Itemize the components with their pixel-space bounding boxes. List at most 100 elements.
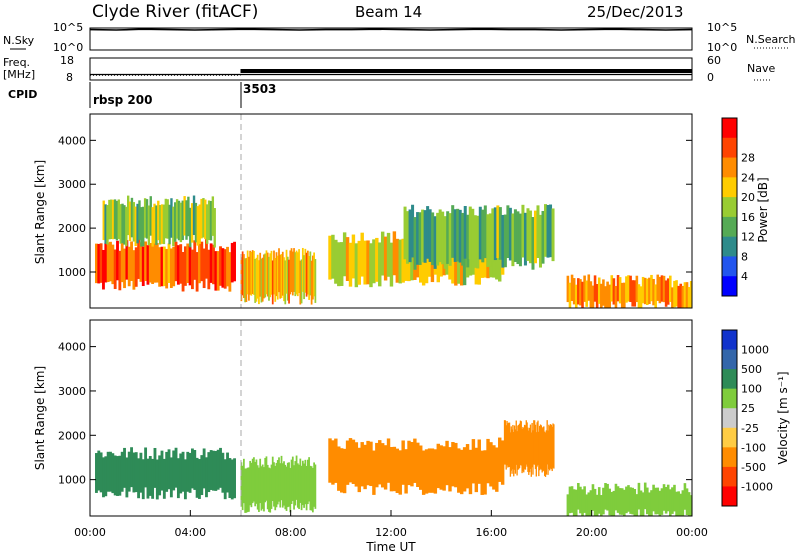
velocity-echo-cell <box>542 426 544 472</box>
velocity-echo-cell <box>167 449 171 490</box>
power-echo-cell <box>386 232 391 277</box>
cpid-segment-1: rbsp 200 <box>93 93 152 107</box>
power-echo-cell <box>306 250 309 295</box>
velocity-colorbar-tick: -1000 <box>741 480 773 493</box>
velocity-echo-cell <box>104 456 108 497</box>
power-echo-cell <box>476 215 480 269</box>
beam-label: Beam 14 <box>355 3 422 21</box>
power-echo-cell <box>250 251 253 296</box>
power-echo-cell <box>526 208 530 261</box>
velocity-echo-cell <box>174 447 178 488</box>
power-echo-cell <box>308 256 310 300</box>
velocity-echo-cell <box>380 443 385 488</box>
power-echo-cell <box>679 283 683 308</box>
power-echo-cell <box>207 249 211 290</box>
velocity-colorbar-swatch <box>722 486 737 507</box>
velocity-echo-cell <box>265 456 268 501</box>
nave-line-segment-2 <box>240 69 692 73</box>
power-echo-cell <box>369 243 373 288</box>
power-echo-cell <box>508 207 512 261</box>
power-echo-cell <box>641 276 645 304</box>
power-echo-cell <box>616 275 620 302</box>
velocity-echo-cell <box>193 450 197 490</box>
power-echo-cell <box>572 278 576 305</box>
velocity-echo-cell <box>527 427 529 472</box>
velocity-echo-cell <box>522 426 524 472</box>
power-echo-cell <box>643 277 647 305</box>
velocity-echo-cell <box>504 420 507 465</box>
velocity-echo-cell <box>266 464 269 510</box>
power-echo-cell <box>186 243 190 284</box>
power-echo-cell <box>155 205 158 245</box>
power-echo-cell <box>454 241 458 286</box>
power-echo-cell <box>284 260 287 305</box>
velocity-echo-cell <box>230 459 234 500</box>
velocity-echo-cell <box>597 487 601 514</box>
power-echo-cell <box>123 248 126 289</box>
velocity-echo-cell <box>513 425 516 470</box>
velocity-echo-cell <box>306 459 309 505</box>
noise-left-tick-bottom: 10^0 <box>53 41 83 54</box>
velocity-echo-cell <box>386 438 391 483</box>
velocity-echo-cell <box>357 447 361 493</box>
power-echo-cell <box>170 198 173 238</box>
velocity-echo-cell <box>301 460 304 506</box>
y-tick-label: 1000 <box>58 266 86 279</box>
power-echo-cell <box>436 212 440 266</box>
power-echo-cell <box>401 238 405 283</box>
power-echo-cell <box>618 277 622 304</box>
velocity-echo-cell <box>160 450 164 491</box>
power-echo-cell <box>689 281 693 308</box>
power-echo-cell <box>137 239 140 279</box>
velocity-echo-cell <box>416 442 420 488</box>
power-echo-cell <box>473 215 477 268</box>
power-echo-cell <box>549 204 553 258</box>
power-echo-cell <box>360 232 364 277</box>
velocity-echo-cell <box>363 444 367 490</box>
velocity-echo-cell <box>507 423 509 468</box>
station-title: Clyde River (fitACF) <box>92 2 258 22</box>
velocity-echo-cell <box>585 494 588 516</box>
velocity-colorbar-swatch <box>722 427 737 448</box>
power-echo-cell <box>195 252 199 292</box>
power-echo-cell <box>461 212 465 266</box>
velocity-echo-cell <box>459 449 464 495</box>
velocity-echo-cell <box>300 465 303 511</box>
velocity-echo-cell <box>600 495 603 516</box>
power-echo-cell <box>143 198 147 238</box>
power-echo-cell <box>453 209 457 262</box>
velocity-echo-cell <box>572 489 576 516</box>
velocity-echo-cell <box>116 456 119 496</box>
power-echo-cell <box>97 243 101 284</box>
power-echo-cell <box>139 242 143 282</box>
velocity-echo-cell <box>518 423 521 468</box>
velocity-colorbar-swatch <box>722 388 737 409</box>
power-echo-cell <box>226 246 229 287</box>
velocity-echo-cell <box>664 486 668 514</box>
power-echo-cell <box>191 249 194 290</box>
power-echo-cell <box>251 250 254 295</box>
velocity-echo-cell <box>188 452 192 493</box>
power-echo-cell <box>423 210 427 263</box>
velocity-echo-cell <box>608 488 611 516</box>
power-echo-cell <box>254 259 257 303</box>
velocity-echo-cell <box>130 447 133 488</box>
power-echo-cell <box>300 259 303 304</box>
power-echo-cell <box>249 250 252 295</box>
velocity-echo-cell <box>520 421 522 466</box>
velocity-echo-cell <box>271 456 274 501</box>
velocity-echo-cell <box>354 442 359 487</box>
power-echo-cell <box>211 196 215 236</box>
velocity-echo-cell <box>547 430 549 475</box>
velocity-echo-cell <box>125 457 129 498</box>
velocity-echo-cell <box>581 489 584 516</box>
velocity-echo-cell <box>132 452 136 493</box>
power-echo-cell <box>146 245 150 285</box>
velocity-echo-cell <box>410 442 414 487</box>
power-echo-cell <box>518 213 522 267</box>
power-echo-cell <box>169 248 173 288</box>
velocity-echo-cell <box>401 440 405 485</box>
noise-left-tick-top: 10^5 <box>53 21 83 34</box>
power-echo-cell <box>669 275 672 302</box>
x-tick-label: 08:00 <box>275 526 307 539</box>
